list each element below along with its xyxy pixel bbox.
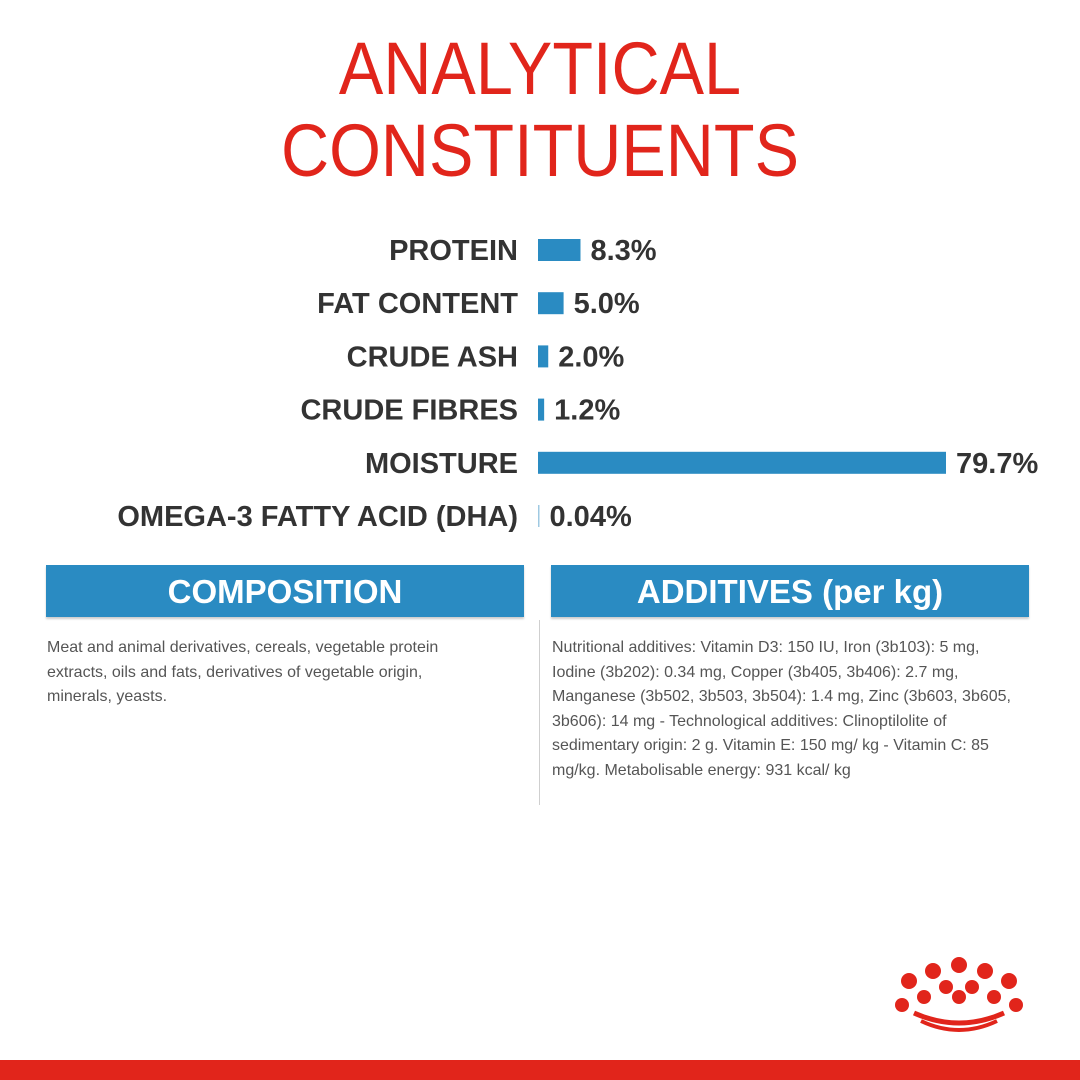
- category-label: OMEGA-3 FATTY ACID (DHA): [117, 501, 518, 533]
- value-label: 8.3%: [590, 235, 656, 267]
- category-label: CRUDE ASH: [347, 341, 518, 373]
- title-line-2: CONSTITUENTS: [280, 109, 800, 192]
- bar: [538, 451, 946, 474]
- category-label: MOISTURE: [365, 448, 518, 480]
- bar: [538, 292, 564, 315]
- value-label: 79.7%: [956, 448, 1038, 480]
- value-label: 2.0%: [558, 341, 624, 373]
- bar: [538, 505, 540, 527]
- category-label: FAT CONTENT: [317, 288, 518, 320]
- category-label: PROTEIN: [389, 235, 518, 267]
- bar: [538, 345, 549, 368]
- page-title: ANALYTICAL CONSTITUENTS: [54, 28, 1026, 192]
- analytical-constituents-chart: PROTEIN 8.3% FAT CONTENT 5.0% CRUDE ASH 2.0% C…: [117, 235, 1038, 533]
- additives-heading: ADDITIVES (per kg): [551, 565, 1029, 617]
- value-label: 1.2%: [554, 395, 620, 427]
- title-line-1: ANALYTICAL: [338, 27, 742, 110]
- additives-text: Nutritional additives: Vitamin D3: 150 I…: [552, 639, 1011, 779]
- bar: [538, 239, 581, 261]
- composition-heading: COMPOSITION: [46, 565, 524, 617]
- panel-divider: [539, 620, 540, 805]
- value-label: 0.04%: [550, 501, 632, 533]
- bar: [538, 398, 545, 421]
- value-label: 5.0%: [574, 288, 640, 320]
- composition-text: Meat and animal derivatives, cereals, ve…: [47, 639, 439, 705]
- crown-logo-icon: [895, 957, 1023, 1032]
- bottom-brand-bar: [0, 1060, 1080, 1080]
- category-label: CRUDE FIBRES: [300, 395, 518, 427]
